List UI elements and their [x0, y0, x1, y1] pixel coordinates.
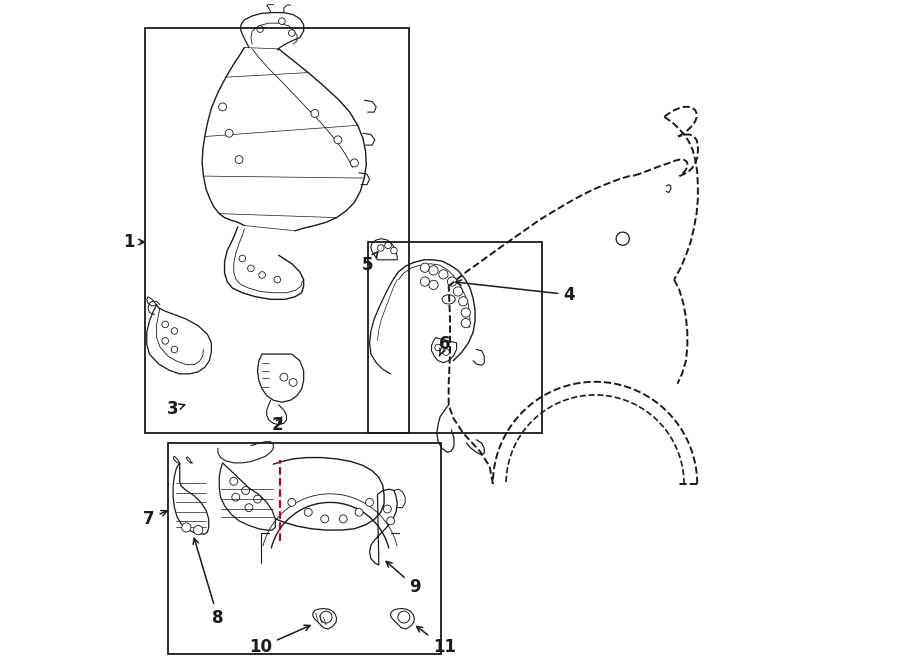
Text: 7: 7 [143, 510, 167, 528]
Circle shape [391, 248, 397, 254]
Circle shape [230, 477, 238, 485]
Circle shape [420, 277, 429, 286]
Text: 10: 10 [249, 625, 310, 657]
Circle shape [280, 373, 288, 381]
Circle shape [320, 611, 332, 623]
Text: 5: 5 [362, 252, 378, 274]
Circle shape [461, 308, 471, 317]
Bar [367, 242, 543, 433]
Text: 1: 1 [123, 233, 144, 251]
Bar [146, 28, 410, 433]
Text: 8: 8 [194, 538, 224, 627]
Polygon shape [431, 338, 456, 363]
Polygon shape [147, 305, 212, 374]
Circle shape [616, 232, 629, 246]
Circle shape [225, 129, 233, 137]
Text: 6: 6 [439, 335, 451, 356]
Circle shape [279, 18, 285, 24]
Circle shape [162, 338, 168, 344]
Circle shape [232, 493, 239, 501]
Bar [168, 443, 441, 654]
Polygon shape [220, 463, 275, 530]
Circle shape [162, 321, 168, 328]
Circle shape [339, 515, 347, 523]
Text: 11: 11 [417, 626, 456, 657]
Circle shape [288, 498, 296, 506]
Circle shape [398, 611, 410, 623]
Text: 9: 9 [386, 561, 421, 596]
Circle shape [242, 487, 249, 495]
Text: 3: 3 [166, 400, 184, 418]
Circle shape [219, 103, 227, 111]
Circle shape [171, 328, 177, 334]
Polygon shape [313, 608, 337, 629]
Polygon shape [371, 239, 397, 260]
Circle shape [377, 245, 384, 252]
Circle shape [365, 498, 374, 506]
Circle shape [429, 280, 438, 289]
Circle shape [447, 277, 456, 286]
Circle shape [350, 159, 358, 167]
Circle shape [239, 255, 246, 261]
Circle shape [245, 504, 253, 512]
Circle shape [384, 242, 392, 249]
Circle shape [334, 136, 342, 144]
Circle shape [435, 344, 441, 351]
Circle shape [254, 495, 262, 503]
Circle shape [443, 349, 449, 355]
Circle shape [439, 269, 448, 279]
Circle shape [182, 523, 191, 532]
Circle shape [259, 271, 266, 278]
Circle shape [304, 508, 312, 516]
Circle shape [383, 505, 392, 513]
Circle shape [356, 508, 363, 516]
Circle shape [429, 265, 438, 275]
Bar [178, 344, 195, 356]
Circle shape [387, 517, 394, 525]
Circle shape [310, 109, 319, 117]
Text: 2: 2 [272, 416, 284, 434]
Polygon shape [257, 354, 303, 402]
Circle shape [459, 297, 468, 306]
Circle shape [274, 276, 281, 283]
Circle shape [248, 265, 254, 271]
Circle shape [289, 379, 297, 387]
Circle shape [320, 515, 328, 523]
Circle shape [235, 156, 243, 164]
Circle shape [454, 287, 463, 296]
Circle shape [420, 263, 429, 272]
Polygon shape [370, 489, 397, 565]
Circle shape [194, 526, 202, 535]
Text: 4: 4 [455, 280, 575, 304]
Circle shape [256, 26, 264, 32]
Circle shape [289, 30, 295, 36]
Circle shape [461, 318, 471, 328]
Ellipse shape [442, 295, 455, 304]
Polygon shape [173, 463, 209, 534]
Polygon shape [391, 608, 414, 629]
Circle shape [171, 346, 177, 353]
